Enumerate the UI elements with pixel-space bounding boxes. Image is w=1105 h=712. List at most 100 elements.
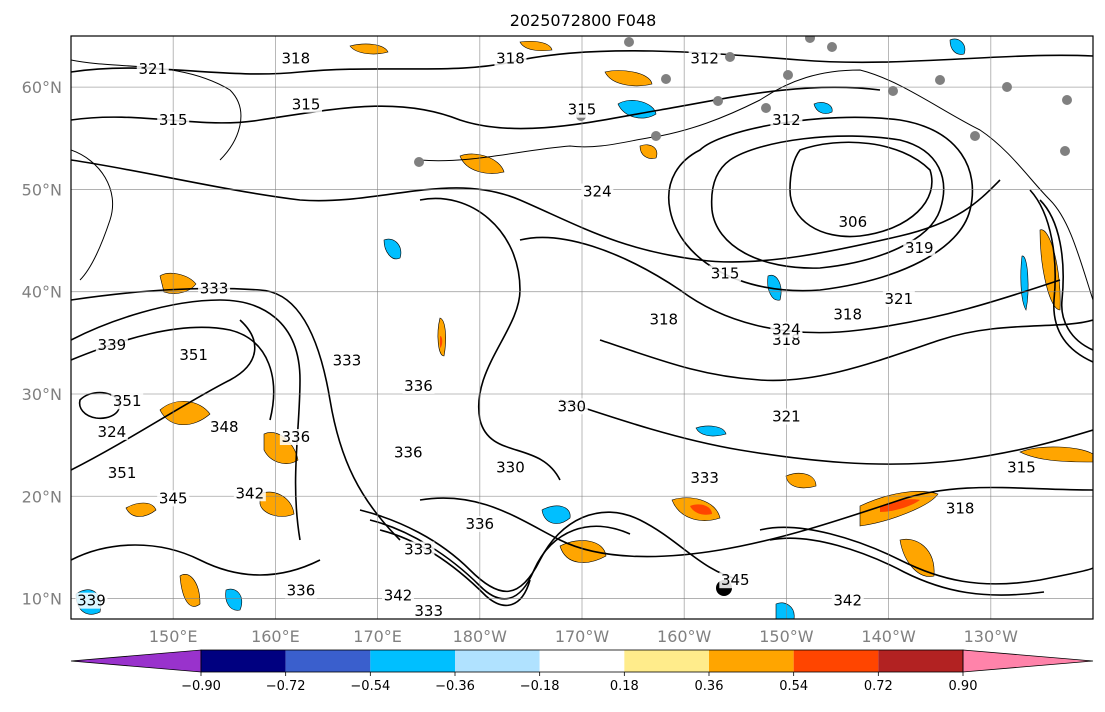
contour-label-bg (1005, 459, 1038, 476)
shaded-patch-red (880, 499, 920, 512)
shaded-patch-orange (159, 401, 211, 425)
y-tick-label: 20°N (22, 487, 62, 506)
contour-label: 342 (236, 484, 265, 502)
y-axis: 10°N 20°N 30°N 40°N 50°N 60°N (22, 78, 62, 608)
y-tick-label: 50°N (22, 180, 62, 199)
contour-label-bg (208, 418, 241, 435)
station-marker (1060, 146, 1070, 156)
contour-label: 315 (159, 111, 188, 129)
shaded-patch-blue (949, 38, 966, 55)
contour-label: 318 (946, 500, 975, 518)
contour-line (769, 537, 1045, 596)
station-marker (661, 74, 671, 84)
shaded-patch-orange (604, 70, 653, 87)
contour-line (559, 399, 1093, 465)
coastline (71, 59, 242, 161)
y-tick-label: 40°N (22, 283, 62, 302)
contour-label-bg (157, 111, 190, 128)
shaded-patch-red (690, 504, 712, 515)
contour-label: 324 (583, 183, 612, 201)
shaded-patch-orange (519, 40, 553, 52)
contour-line (789, 141, 933, 238)
contour-line (71, 544, 321, 576)
contour-label-bg (770, 408, 803, 425)
contour-label-bg (688, 469, 721, 486)
shaded-patch-orange (899, 538, 935, 577)
coastline (419, 69, 1093, 301)
contour-label-bg (279, 50, 312, 67)
contour-label: 345 (159, 489, 188, 507)
contour-label-bg (95, 423, 128, 440)
contour-label: 333 (414, 602, 443, 620)
contour-label: 315 (568, 101, 597, 119)
colorbar-bin (624, 650, 709, 672)
contour-line (759, 526, 1093, 585)
contour-line (78, 391, 121, 420)
station-marker (935, 75, 945, 85)
station-marker (805, 36, 815, 43)
colorbar-tick-label: 0.72 (864, 679, 893, 694)
chart-title: 2025072800 F048 (510, 11, 657, 30)
contour-line (71, 86, 881, 130)
colorbar-tick-label: −0.90 (181, 679, 221, 694)
colorbar-bin (455, 650, 540, 672)
colorbar-extend-over (962, 649, 1094, 673)
contour-label-bg (836, 214, 869, 231)
contour-label-bg (555, 398, 588, 415)
x-tick-label: 130°W (964, 627, 1019, 646)
shaded-patch-orange (259, 491, 295, 517)
contour-label: 312 (690, 50, 719, 68)
contour-line (419, 486, 1093, 558)
map-plot-area: 321 318 318 312 315 315 315 312 324 306 315 319 318 3… (70, 35, 1094, 620)
station-marker (713, 96, 723, 106)
station-marker (888, 86, 898, 96)
contour-label: 318 (833, 305, 862, 323)
contour-label-bg (233, 485, 266, 502)
x-tick-label: 180°W (453, 627, 508, 646)
contour-label-bg (284, 582, 317, 599)
colorbar-extend-under (70, 649, 202, 673)
contour-label: 336 (404, 377, 433, 395)
colorbar-frame (200, 649, 964, 673)
contour-label-bg (719, 572, 752, 589)
shaded-patch-orange (785, 473, 817, 489)
contour-label-bg (770, 111, 803, 128)
shaded-patch-blue (617, 100, 657, 119)
contour-label: 319 (905, 239, 934, 257)
contour-label: 339 (98, 336, 127, 354)
contour-label-bg (136, 60, 169, 77)
contour-line (71, 299, 301, 541)
contour-line (419, 197, 561, 481)
shaded-patch-orange (639, 144, 658, 159)
colorbar-bin (285, 650, 371, 672)
contour-label: 321 (884, 290, 913, 308)
station-marker (970, 131, 980, 141)
shaded-patch-blue (383, 238, 402, 260)
contour-label: 339 (77, 592, 106, 610)
y-tick-label: 10°N (22, 590, 62, 609)
contour-label: 312 (772, 111, 801, 129)
shaded-patch-blue (541, 505, 571, 524)
contour-label: 318 (496, 50, 525, 68)
x-tick-label: 170°E (353, 627, 402, 646)
shaded-patch-orange (1019, 446, 1093, 463)
colorbar-tick-label: 0.18 (610, 679, 639, 694)
colorbar-bin (793, 650, 879, 672)
contour-label: 324 (98, 423, 127, 441)
contour-label: 324 (772, 321, 801, 339)
contour-label: 345 (721, 571, 750, 589)
colorbar: −0.90 −0.72 −0.54 −0.36 −0.18 0.18 0.36 0.54 0.7… (70, 649, 1094, 694)
contour-label: 351 (108, 464, 137, 482)
station-marker (624, 37, 634, 47)
shaded-patch-blue (775, 602, 795, 619)
station-marker (414, 157, 424, 167)
colorbar-tick-label: −0.72 (266, 679, 306, 694)
contour-label-bg (402, 377, 435, 394)
contour-label: 306 (839, 213, 868, 231)
contour-label-bg (106, 464, 139, 481)
contour-line (71, 159, 1001, 263)
contour-label-bg (770, 321, 803, 338)
colorbar-bin (878, 650, 963, 672)
contour-label-bg (903, 239, 936, 256)
